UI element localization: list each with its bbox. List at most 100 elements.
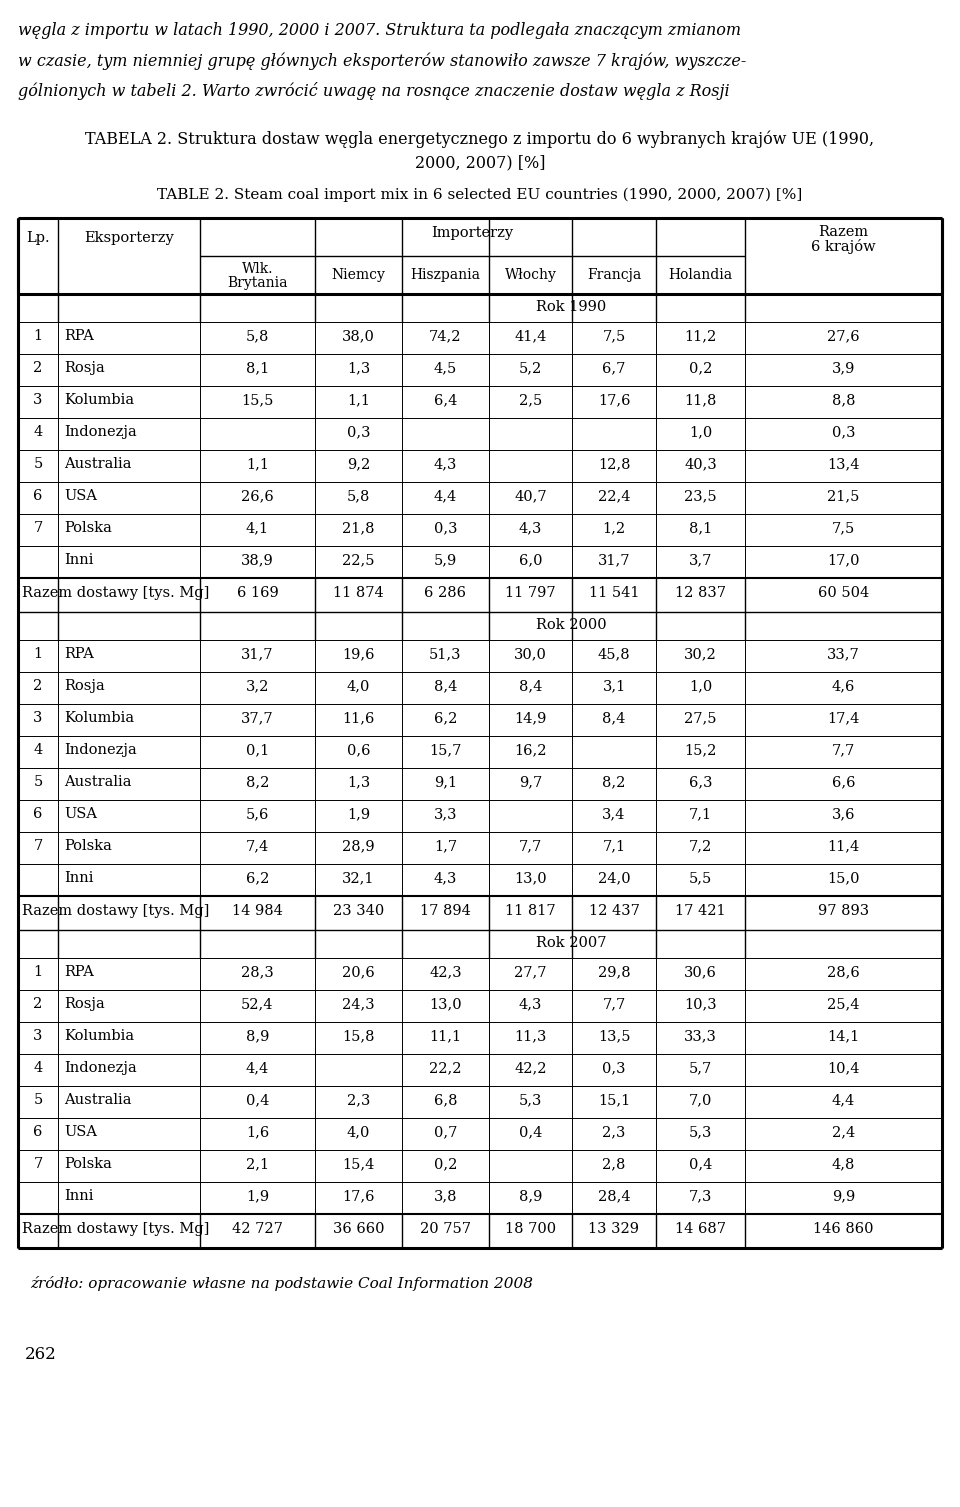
Text: 97 893: 97 893 — [818, 904, 869, 918]
Text: 2,1: 2,1 — [246, 1157, 269, 1171]
Text: 1,0: 1,0 — [689, 425, 712, 439]
Text: Razem: Razem — [819, 225, 869, 240]
Text: 7,7: 7,7 — [602, 998, 626, 1011]
Text: 11 817: 11 817 — [505, 904, 556, 918]
Text: 30,0: 30,0 — [514, 647, 547, 662]
Text: 2: 2 — [34, 998, 42, 1011]
Text: 11,3: 11,3 — [515, 1029, 546, 1043]
Text: 23,5: 23,5 — [684, 488, 717, 503]
Text: 17,6: 17,6 — [598, 393, 631, 407]
Text: Rok 1990: Rok 1990 — [536, 300, 606, 313]
Text: 11,2: 11,2 — [684, 329, 716, 344]
Text: 5: 5 — [34, 457, 42, 472]
Text: 52,4: 52,4 — [241, 998, 274, 1011]
Text: Razem dostawy [tys. Mg]: Razem dostawy [tys. Mg] — [22, 586, 209, 600]
Text: 1,1: 1,1 — [246, 457, 269, 472]
Text: Razem dostawy [tys. Mg]: Razem dostawy [tys. Mg] — [22, 1222, 209, 1236]
Text: 0,3: 0,3 — [434, 521, 457, 535]
Text: 4: 4 — [34, 743, 42, 757]
Text: 0,7: 0,7 — [434, 1126, 457, 1139]
Text: 24,3: 24,3 — [342, 998, 374, 1011]
Text: 42 727: 42 727 — [232, 1222, 283, 1236]
Text: Inni: Inni — [64, 871, 93, 885]
Text: 17,0: 17,0 — [828, 553, 860, 567]
Text: Polska: Polska — [64, 839, 112, 853]
Text: 7,3: 7,3 — [689, 1189, 712, 1203]
Text: 6: 6 — [34, 488, 42, 503]
Text: Polska: Polska — [64, 521, 112, 535]
Text: 11 797: 11 797 — [505, 586, 556, 600]
Text: 1: 1 — [34, 329, 42, 344]
Text: 17 894: 17 894 — [420, 904, 471, 918]
Text: 11 541: 11 541 — [588, 586, 639, 600]
Text: 27,5: 27,5 — [684, 711, 717, 725]
Text: 14 687: 14 687 — [675, 1222, 726, 1236]
Text: 0,2: 0,2 — [689, 362, 712, 375]
Text: 2,3: 2,3 — [602, 1126, 626, 1139]
Text: 51,3: 51,3 — [429, 647, 462, 662]
Text: 8,8: 8,8 — [831, 393, 855, 407]
Text: 4,3: 4,3 — [434, 871, 457, 885]
Text: 6,3: 6,3 — [688, 775, 712, 790]
Text: 6,6: 6,6 — [831, 775, 855, 790]
Text: 30,2: 30,2 — [684, 647, 717, 662]
Text: 4,3: 4,3 — [518, 521, 542, 535]
Text: 11 874: 11 874 — [333, 586, 384, 600]
Text: 31,7: 31,7 — [598, 553, 631, 567]
Text: 3,7: 3,7 — [689, 553, 712, 567]
Text: 8,1: 8,1 — [246, 362, 269, 375]
Text: 10,4: 10,4 — [828, 1061, 860, 1074]
Text: 28,6: 28,6 — [828, 964, 860, 980]
Text: 2000, 2007) [%]: 2000, 2007) [%] — [415, 154, 545, 170]
Text: 1,3: 1,3 — [347, 362, 371, 375]
Text: 15,0: 15,0 — [828, 871, 860, 885]
Text: 27,6: 27,6 — [828, 329, 860, 344]
Text: RPA: RPA — [64, 964, 94, 980]
Text: 21,8: 21,8 — [343, 521, 374, 535]
Text: Lp.: Lp. — [26, 231, 50, 246]
Text: Kolumbia: Kolumbia — [64, 711, 134, 725]
Text: Australia: Australia — [64, 1093, 132, 1108]
Text: 5,3: 5,3 — [518, 1093, 542, 1108]
Text: 3,6: 3,6 — [831, 808, 855, 821]
Text: 4,5: 4,5 — [434, 362, 457, 375]
Text: 28,4: 28,4 — [598, 1189, 631, 1203]
Text: w czasie, tym niemniej grupę głównych eksporterów stanowiło zawsze 7 krajów, wys: w czasie, tym niemniej grupę głównych ek… — [18, 53, 746, 69]
Text: 5: 5 — [34, 775, 42, 790]
Text: 12,8: 12,8 — [598, 457, 631, 472]
Text: 6: 6 — [34, 808, 42, 821]
Text: 0,4: 0,4 — [689, 1157, 712, 1171]
Text: 4: 4 — [34, 1061, 42, 1074]
Text: Wlk.: Wlk. — [242, 262, 274, 276]
Text: Inni: Inni — [64, 553, 93, 567]
Text: USA: USA — [64, 1126, 97, 1139]
Text: 7,5: 7,5 — [832, 521, 855, 535]
Text: 2,4: 2,4 — [832, 1126, 855, 1139]
Text: gólnionych w tabeli 2. Warto zwrócić uwagę na rosnące znaczenie dostaw węgla z R: gólnionych w tabeli 2. Warto zwrócić uwa… — [18, 81, 730, 99]
Text: Rosja: Rosja — [64, 998, 105, 1011]
Text: 1,9: 1,9 — [246, 1189, 269, 1203]
Text: 25,4: 25,4 — [828, 998, 860, 1011]
Text: 3,9: 3,9 — [831, 362, 855, 375]
Text: 7,0: 7,0 — [689, 1093, 712, 1108]
Text: 29,8: 29,8 — [598, 964, 631, 980]
Text: 7: 7 — [34, 1157, 42, 1171]
Text: 11,6: 11,6 — [343, 711, 374, 725]
Text: 6,7: 6,7 — [602, 362, 626, 375]
Text: TABLE 2. Steam coal import mix in 6 selected EU countries (1990, 2000, 2007) [%]: TABLE 2. Steam coal import mix in 6 sele… — [157, 188, 803, 202]
Text: 13,4: 13,4 — [828, 457, 860, 472]
Text: 20,6: 20,6 — [342, 964, 374, 980]
Text: 5,3: 5,3 — [689, 1126, 712, 1139]
Text: 14,9: 14,9 — [515, 711, 546, 725]
Text: Australia: Australia — [64, 457, 132, 472]
Text: Kolumbia: Kolumbia — [64, 393, 134, 407]
Text: 2,8: 2,8 — [602, 1157, 626, 1171]
Text: Rosja: Rosja — [64, 362, 105, 375]
Text: 1,2: 1,2 — [603, 521, 626, 535]
Text: 9,2: 9,2 — [347, 457, 371, 472]
Text: 6: 6 — [34, 1126, 42, 1139]
Text: 6,4: 6,4 — [434, 393, 457, 407]
Text: 17 421: 17 421 — [675, 904, 726, 918]
Text: 0,3: 0,3 — [347, 425, 371, 439]
Text: Polska: Polska — [64, 1157, 112, 1171]
